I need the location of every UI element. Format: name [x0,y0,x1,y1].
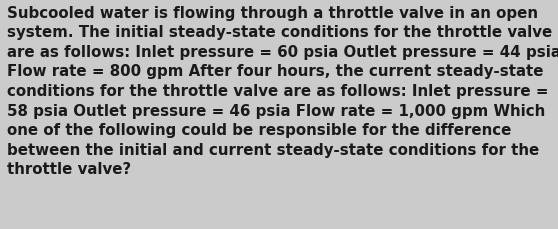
Text: Subcooled water is flowing through a throttle valve in an open
system. The initi: Subcooled water is flowing through a thr… [7,6,558,177]
